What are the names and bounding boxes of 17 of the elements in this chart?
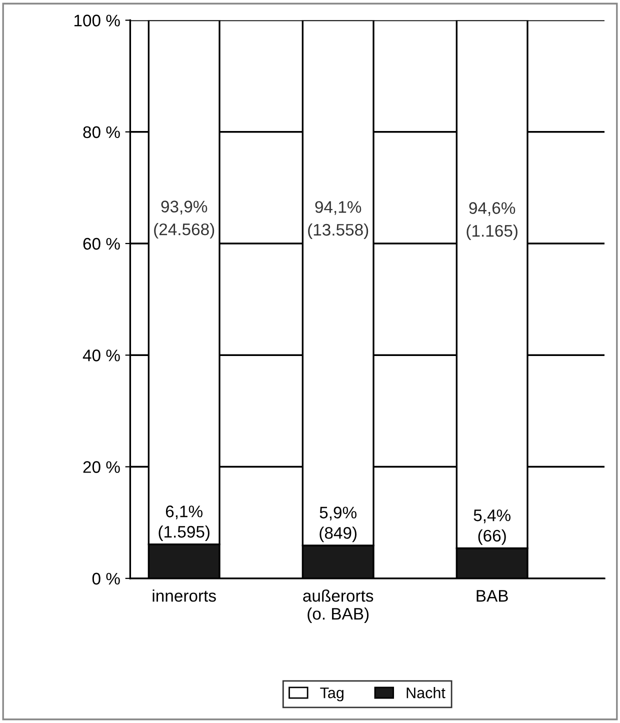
data-label: 5,9% (849) (320, 506, 357, 542)
data-label: 6,1% (1.595) (158, 506, 210, 541)
data-label: 94,1% (13.558) (308, 201, 368, 239)
y-tick-label: 100 % (74, 14, 120, 26)
data-label: 94,6% (1.165) (466, 202, 518, 240)
legend-label: Nacht (406, 687, 446, 698)
data-label: 5,4% (66) (474, 510, 510, 545)
x-tick-label: außerorts (o. BAB) (303, 590, 374, 623)
y-tick-label: 40 % (82, 350, 120, 362)
legend-label: Tag (320, 688, 344, 702)
y-tick-label: 60 % (83, 238, 120, 250)
x-tick-label: BAB (476, 590, 508, 602)
y-tick-label: 80 % (83, 126, 120, 138)
data-label: 93,9% (24.568) (154, 200, 214, 239)
y-tick-label: 20 % (83, 461, 120, 473)
y-tick-label: 0 % (92, 572, 120, 585)
x-tick-label: innerorts (152, 590, 216, 602)
